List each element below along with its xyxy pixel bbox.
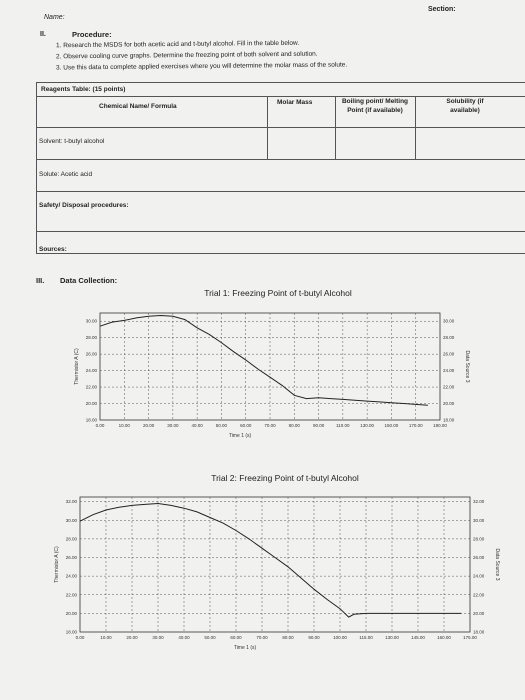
safety-label: Safety/ Disposal procedures:: [39, 202, 129, 209]
y2-tick-label: 32.00: [473, 499, 485, 504]
x-tick-label: 150.00: [385, 423, 399, 428]
y-tick-label: 18.00: [86, 418, 98, 423]
x-tick-label: 100.00: [333, 635, 347, 640]
x-tick-label: 50.00: [204, 635, 216, 640]
y2-tick-label: 30.00: [443, 319, 455, 324]
col-header-chemical: Chemical Name/ Formula: [99, 103, 177, 110]
y2-tick-label: 18.00: [473, 630, 485, 635]
x-tick-label: 40.00: [178, 635, 190, 640]
x-tick-label: 30.00: [152, 635, 164, 640]
y2-tick-label: 22.00: [473, 592, 485, 597]
x-tick-label: 60.00: [230, 635, 242, 640]
y2-tick-label: 26.00: [473, 555, 485, 560]
x-tick-label: 110.00: [336, 423, 350, 428]
x-tick-label: 10.00: [119, 423, 131, 428]
section-label: Section:: [428, 6, 456, 13]
x-axis-label: Time 1 (s): [229, 433, 252, 439]
x-tick-label: 130.00: [360, 423, 374, 428]
x-tick-label: 0.00: [76, 635, 85, 640]
x-tick-label: 50.00: [216, 423, 228, 428]
x-tick-label: 190.00: [433, 423, 447, 428]
y-axis-label: Thermistor A (C): [54, 546, 60, 583]
x-tick-label: 115.00: [359, 635, 373, 640]
x-tick-label: 175.00: [463, 635, 477, 640]
plot-frame: [79, 496, 471, 633]
x-tick-label: 60.00: [240, 423, 252, 428]
y-tick-label: 24.00: [66, 574, 78, 579]
x-tick-label: 90.00: [308, 635, 320, 640]
y2-tick-label: 18.00: [443, 418, 455, 423]
y2-tick-label: 28.00: [473, 536, 485, 541]
y-tick-label: 22.00: [66, 592, 78, 597]
y-tick-label: 32.00: [66, 499, 78, 504]
chart-title: Trial 1: Freezing Point of t-butyl Alcoh…: [204, 288, 352, 298]
y-tick-label: 18.00: [66, 630, 78, 635]
reagents-table: Reagents Table: (15 points) Chemical Nam…: [36, 82, 525, 254]
y2-axis-label: Data Source 3: [464, 351, 470, 383]
x-tick-label: 80.00: [289, 423, 301, 428]
y-axis-label: Thermistor A (C): [74, 348, 80, 385]
data-collection-roman: III.: [36, 276, 45, 285]
x-tick-label: 90.00: [313, 423, 325, 428]
y-tick-label: 20.00: [86, 401, 98, 406]
y-tick-label: 30.00: [86, 319, 98, 324]
chart-title: Trial 2: Freezing Point of t-butyl Alcoh…: [211, 473, 359, 483]
col-header-molar-mass: Molar Mass: [277, 99, 313, 106]
y2-tick-label: 30.00: [473, 518, 485, 523]
x-tick-label: 70.00: [264, 423, 276, 428]
x-tick-label: 80.00: [282, 635, 294, 640]
col-header-solubility: Solubility (if available): [446, 98, 484, 114]
y2-tick-label: 20.00: [473, 611, 485, 616]
row-solute: Solute: Acetic acid: [39, 171, 93, 178]
y-tick-label: 28.00: [86, 335, 98, 340]
y2-tick-label: 24.00: [443, 368, 455, 373]
y2-tick-label: 22.00: [443, 385, 455, 390]
x-tick-label: 0.00: [96, 423, 105, 428]
y-tick-label: 26.00: [66, 555, 78, 560]
x-tick-label: 10.00: [100, 635, 112, 640]
col-header-boiling-point: Boiling point/ Melting Point (if availab…: [341, 98, 409, 114]
x-axis-label: Time 1 (s): [234, 645, 257, 651]
series-line: [79, 502, 462, 618]
row-solvent: Solvent: t-butyl alcohol: [39, 138, 105, 145]
y2-axis-label: Data Source 3: [494, 549, 500, 581]
x-tick-label: 30.00: [167, 423, 179, 428]
y-tick-label: 26.00: [86, 352, 98, 357]
x-tick-label: 40.00: [192, 423, 204, 428]
y2-tick-label: 26.00: [443, 352, 455, 357]
x-tick-label: 160.00: [437, 635, 451, 640]
y-tick-label: 22.00: [86, 385, 98, 390]
name-label: Name:: [44, 14, 65, 21]
y2-tick-label: 20.00: [443, 401, 455, 406]
x-tick-label: 145.00: [411, 635, 425, 640]
y2-tick-label: 24.00: [473, 574, 485, 579]
y2-tick-label: 28.00: [443, 335, 455, 340]
y-tick-label: 20.00: [66, 611, 78, 616]
x-tick-label: 70.00: [256, 635, 268, 640]
data-collection-title: Data Collection:: [60, 276, 118, 285]
series-line: [99, 314, 428, 406]
reagents-table-title: Reagents Table: (15 points): [41, 86, 126, 93]
x-tick-label: 170.00: [409, 423, 423, 428]
y-tick-label: 30.00: [66, 518, 78, 523]
procedure-roman: II.: [40, 31, 46, 38]
x-tick-label: 20.00: [143, 423, 155, 428]
y-tick-label: 24.00: [86, 368, 98, 373]
sources-label: Sources:: [39, 246, 67, 253]
procedure-title: Procedure:: [72, 30, 112, 39]
x-tick-label: 130.00: [385, 635, 399, 640]
y-tick-label: 28.00: [66, 536, 78, 541]
x-tick-label: 20.00: [126, 635, 138, 640]
